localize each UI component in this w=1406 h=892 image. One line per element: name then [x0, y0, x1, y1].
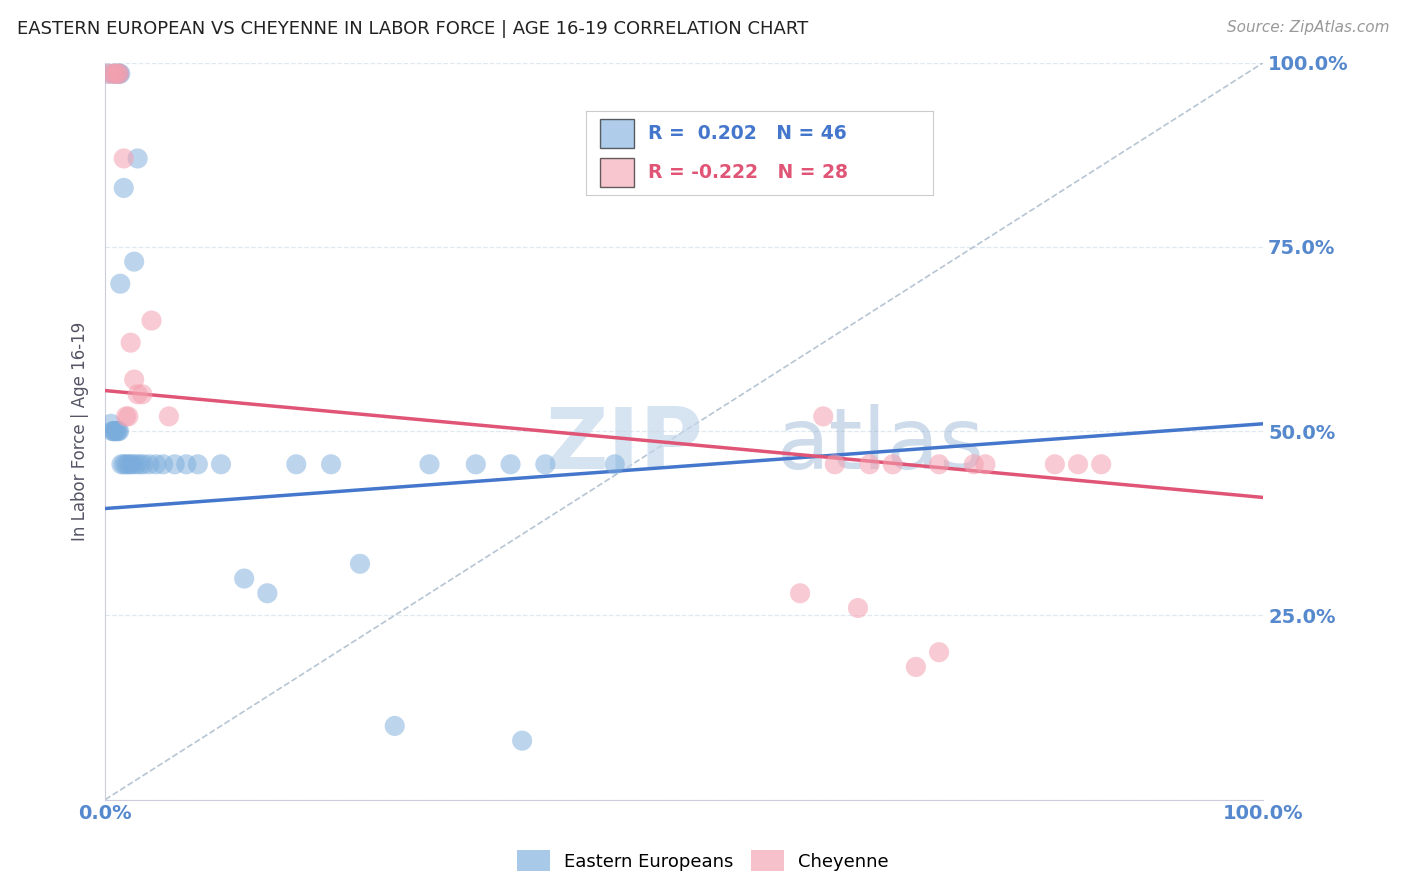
- Point: [882, 458, 904, 472]
- Point: [1067, 458, 1090, 472]
- Point: [104, 424, 127, 438]
- Text: atlas: atlas: [778, 404, 986, 487]
- Point: [789, 586, 811, 600]
- Point: [384, 719, 406, 733]
- Point: [107, 67, 129, 81]
- Point: [103, 67, 125, 81]
- Point: [813, 409, 835, 424]
- Point: [108, 424, 131, 438]
- Point: [824, 458, 846, 472]
- Y-axis label: In Labor Force | Age 16-19: In Labor Force | Age 16-19: [72, 321, 89, 541]
- Point: [131, 387, 153, 401]
- Point: [104, 67, 127, 81]
- Point: [904, 660, 927, 674]
- Point: [174, 458, 197, 472]
- Point: [846, 601, 869, 615]
- Point: [115, 409, 138, 424]
- Point: [418, 458, 440, 472]
- Point: [145, 458, 167, 472]
- Point: [112, 181, 135, 195]
- Point: [108, 67, 131, 81]
- Point: [107, 424, 129, 438]
- Point: [105, 424, 128, 438]
- Point: [349, 557, 371, 571]
- Point: [152, 458, 174, 472]
- Point: [107, 67, 129, 81]
- Point: [127, 152, 149, 166]
- Point: [858, 458, 880, 472]
- Point: [110, 67, 132, 81]
- Point: [187, 458, 209, 472]
- Point: [132, 458, 155, 472]
- Point: [100, 417, 122, 431]
- Point: [141, 313, 163, 327]
- Point: [112, 152, 135, 166]
- Text: Source: ZipAtlas.com: Source: ZipAtlas.com: [1226, 20, 1389, 35]
- Point: [534, 458, 557, 472]
- Point: [285, 458, 308, 472]
- Point: [157, 409, 180, 424]
- Point: [209, 458, 232, 472]
- Point: [127, 387, 149, 401]
- Point: [1043, 458, 1066, 472]
- Point: [129, 458, 152, 472]
- Point: [115, 458, 138, 472]
- Point: [603, 458, 626, 472]
- Point: [1090, 458, 1112, 472]
- Point: [103, 424, 125, 438]
- Point: [163, 458, 186, 472]
- Point: [117, 409, 139, 424]
- Point: [103, 424, 125, 438]
- Text: ZIP: ZIP: [546, 404, 703, 487]
- Point: [104, 67, 127, 81]
- Point: [125, 458, 148, 472]
- Point: [103, 67, 125, 81]
- Point: [963, 458, 986, 472]
- Point: [112, 458, 135, 472]
- Point: [464, 458, 486, 472]
- Point: [110, 458, 132, 472]
- Point: [97, 67, 120, 81]
- Text: EASTERN EUROPEAN VS CHEYENNE IN LABOR FORCE | AGE 16-19 CORRELATION CHART: EASTERN EUROPEAN VS CHEYENNE IN LABOR FO…: [17, 20, 808, 37]
- Point: [120, 335, 142, 350]
- Point: [974, 458, 997, 472]
- Point: [256, 586, 278, 600]
- Point: [928, 458, 950, 472]
- Point: [101, 424, 124, 438]
- Point: [319, 458, 342, 472]
- Point: [122, 458, 145, 472]
- Point: [97, 67, 120, 81]
- Point: [928, 645, 950, 659]
- Point: [120, 458, 142, 472]
- Point: [233, 572, 256, 586]
- Point: [110, 277, 132, 291]
- Point: [138, 458, 160, 472]
- Point: [117, 458, 139, 472]
- Point: [510, 733, 533, 747]
- Point: [122, 254, 145, 268]
- Point: [108, 67, 131, 81]
- Point: [499, 458, 522, 472]
- Point: [122, 372, 145, 386]
- Legend: Eastern Europeans, Cheyenne: Eastern Europeans, Cheyenne: [510, 843, 896, 879]
